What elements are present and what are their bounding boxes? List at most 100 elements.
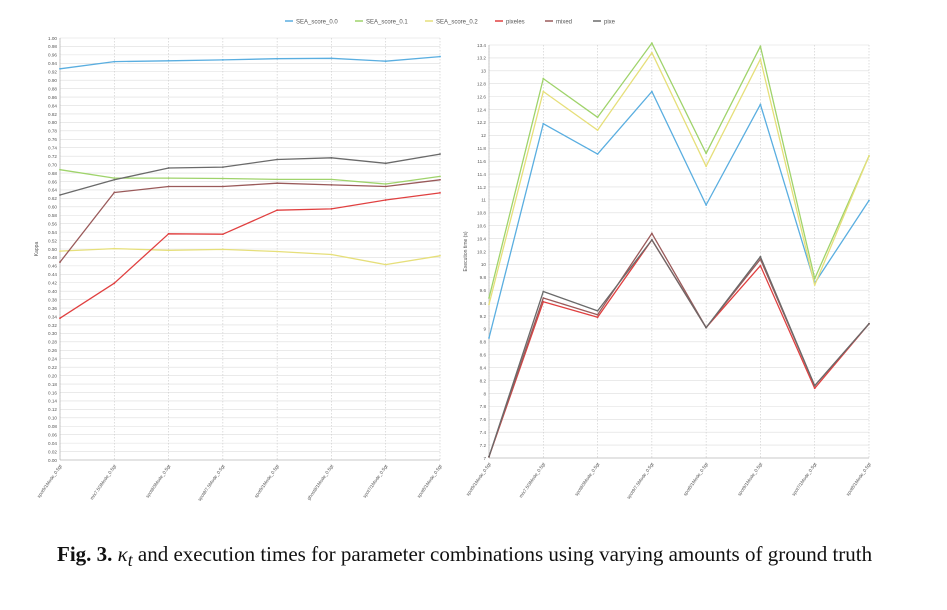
chart-0-xtick-label: spot8/7.5Mode_0.5gt — [197, 463, 226, 502]
chart-0-ytick-label: 0.56 — [48, 221, 57, 226]
chart-0-ytick-label: 0.30 — [48, 331, 57, 336]
chart-0-xtick-label: spot9/1Mode_0.5gt — [36, 463, 63, 499]
chart-1-point — [542, 300, 545, 303]
chart-0-point — [439, 175, 441, 178]
chart-1-series-SEA_score_0.1 — [488, 42, 870, 299]
legend: SEA_score_0.0 SEA_score_0.1 SEA_score_0.2 p… — [285, 20, 616, 26]
chart-0-point — [439, 254, 441, 257]
chart-1-ytick-label: 7.2 — [480, 443, 487, 448]
chart-0-ytick-label: 0.18 — [48, 382, 57, 387]
chart-1-point — [488, 337, 490, 339]
caption-text: and execution times for parameter combin… — [132, 542, 873, 566]
chart-0-ytick-label: 0.70 — [48, 162, 57, 167]
chart-0-ytick-label: 0.62 — [48, 196, 57, 201]
chart-1-ytick-label: 9.6 — [480, 288, 487, 293]
chart-1-xtick-label: spot8/3Mode_0.5gt — [574, 461, 601, 497]
chart-0-ytick-label: 0.78 — [48, 129, 57, 134]
chart-1-ytick-label: 13 — [481, 69, 487, 74]
chart-1-point — [813, 284, 816, 286]
figure-caption: Fig. 3. κt and execution times for param… — [57, 541, 907, 573]
chart-0-point — [330, 57, 333, 60]
chart-0-ytick-label: 0.66 — [48, 179, 57, 184]
chart-1-ytick-label: 7.8 — [480, 404, 487, 409]
chart-1-ytick-label: 11.8 — [477, 146, 486, 151]
chart-1-point — [705, 152, 708, 155]
chart-0-point — [330, 183, 333, 186]
legend-label-2: SEA_score_0.2 — [436, 20, 478, 26]
chart-0-point — [167, 59, 170, 62]
chart-0-ytick-label: 0.50 — [48, 247, 57, 252]
chart-0-point — [113, 60, 116, 63]
chart-1-ytick-label: 12 — [481, 133, 487, 138]
chart-1-xtick-label: spot9/1Mode_0.5gt — [465, 461, 492, 497]
chart-1-point — [596, 116, 599, 119]
chart-0-ytick-label: 0.44 — [48, 272, 57, 277]
chart-0-point — [276, 158, 279, 161]
chart-0-ytick-label: 0.28 — [48, 340, 57, 345]
chart-0-ytick-label: 0.82 — [48, 112, 57, 117]
chart-1-point — [542, 77, 545, 80]
right-chart-execution-time: 7 7.2 7.4 7.6 7.8 8 8.2 8.4 8.6 8.8 9 9.2 9.4 9.6 9.8 1… — [463, 42, 872, 500]
chart-0-ytick-label: 0.52 — [48, 238, 57, 243]
chart-0-ytick-label: 0.84 — [48, 103, 57, 108]
chart-0-point — [276, 57, 279, 60]
chart-0-point — [439, 153, 441, 155]
chart-1-ytick-label: 8.6 — [480, 353, 487, 358]
chart-1-ytick-label: 12.4 — [477, 107, 486, 112]
chart-0-ytick-label: 0.54 — [48, 230, 57, 235]
chart-0-point — [167, 167, 170, 169]
chart-1-xtick-label: spot9/7.5Mode_0.5gt — [626, 461, 655, 500]
chart-0-point — [113, 191, 116, 194]
chart-0-ytick-label: 0.80 — [48, 120, 57, 125]
chart-0-point — [439, 191, 441, 194]
chart-0-ylabel: Kappa — [34, 242, 40, 257]
chart-1-point — [759, 264, 762, 267]
chart-1-ytick-label: 8 — [483, 391, 486, 396]
chart-1-point — [542, 90, 545, 93]
chart-1-ytick-label: 9.8 — [480, 275, 487, 280]
chart-0-point — [276, 182, 279, 185]
chart-0-series-pixe — [59, 153, 441, 196]
chart-1-point — [868, 322, 870, 325]
chart-1-point — [705, 204, 708, 206]
chart-1-ytick-label: 12.6 — [477, 94, 486, 99]
chart-0-point — [113, 247, 116, 250]
chart-1-ytick-label: 12.2 — [477, 120, 486, 125]
chart-1-xtick-label: mix7.5/3Mode_0.5gt — [518, 461, 546, 499]
chart-1-ytick-label: 11.4 — [477, 172, 486, 177]
legend-label-0: SEA_score_0.0 — [296, 20, 338, 26]
chart-1-ylabel: Execution time (s) — [463, 231, 469, 271]
chart-0-point — [276, 178, 279, 181]
chart-1-ytick-label: 10 — [481, 262, 487, 267]
chart-0-xtick-label: spot9/1Mode_0.5gt — [253, 463, 280, 499]
chart-0-point — [384, 162, 387, 165]
chart-1-ytick-label: 13.4 — [477, 43, 486, 48]
chart-1-series-SEA_score_0.0 — [488, 90, 870, 339]
chart-0-point — [221, 166, 224, 169]
chart-0-ytick-label: 0.86 — [48, 95, 57, 100]
chart-1-point — [596, 129, 599, 132]
chart-1-ytick-label: 7.6 — [480, 417, 487, 422]
chart-0-xtick-label: mix7.5/3Mode_0.5gt — [89, 463, 117, 501]
legend-label-4: mixed — [556, 20, 572, 26]
chart-0-point — [221, 59, 224, 61]
chart-0-point — [59, 67, 61, 70]
chart-0-ytick-label: 0.68 — [48, 171, 57, 176]
chart-0-ytick-label: 0.88 — [48, 86, 57, 91]
chart-0-ytick-label: 0.60 — [48, 205, 57, 210]
chart-0-point — [167, 249, 170, 252]
chart-0-ytick-label: 0.38 — [48, 297, 57, 302]
chart-0-point — [59, 317, 61, 320]
chart-1-series-pixe — [488, 239, 870, 457]
chart-1-point — [650, 90, 653, 93]
chart-0-point — [167, 232, 170, 235]
chart-1-ytick-label: 10.4 — [477, 236, 486, 241]
chart-1-series-SEA_score_0.2 — [488, 52, 870, 305]
chart-1-xtick-label: spot9/1Mode_0.5gt — [737, 461, 764, 497]
chart-0-point — [384, 263, 387, 266]
chart-0-ytick-label: 0.34 — [48, 314, 57, 319]
chart-1-xtick-label: spot8/1Mode_0.5gt — [682, 461, 709, 497]
chart-0-ytick-label: 0.48 — [48, 255, 57, 260]
chart-1-ytick-label: 11.2 — [477, 185, 486, 190]
chart-0-point — [167, 177, 170, 180]
